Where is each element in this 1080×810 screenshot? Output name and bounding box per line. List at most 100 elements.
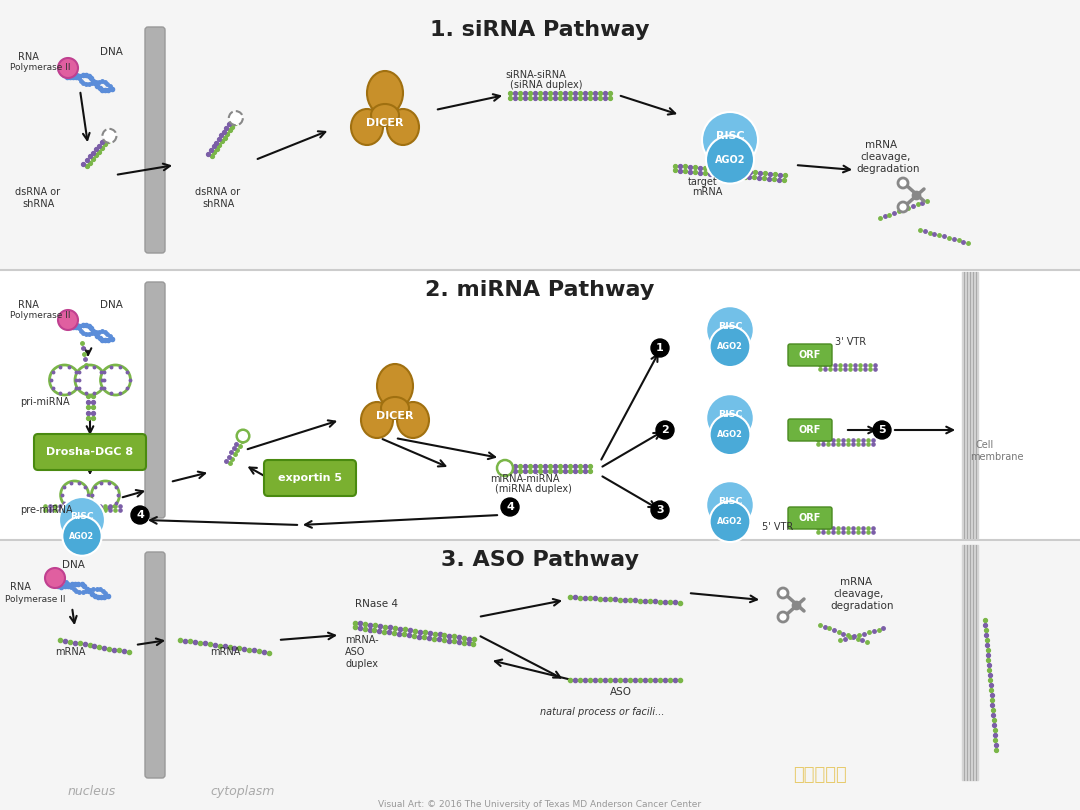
Text: AGO2: AGO2 [715,155,745,164]
Text: RISC: RISC [718,497,742,506]
Text: cleavage,: cleavage, [833,589,883,599]
Circle shape [58,58,78,78]
Text: ORF: ORF [799,513,821,523]
Text: DNA: DNA [100,300,123,310]
Ellipse shape [351,109,383,145]
Text: 5: 5 [878,425,886,435]
Text: cleavage,: cleavage, [860,152,910,162]
Circle shape [710,326,751,367]
Ellipse shape [377,364,413,408]
Text: 3. ASO Pathway: 3. ASO Pathway [441,550,639,570]
Circle shape [45,568,65,588]
Text: Cell: Cell [975,440,994,450]
Circle shape [706,306,754,354]
Text: siRNA-siRNA: siRNA-siRNA [505,70,566,80]
Circle shape [237,430,249,442]
Circle shape [60,481,89,509]
Text: 4: 4 [507,502,514,512]
Text: ASO: ASO [345,647,365,657]
Ellipse shape [397,402,429,438]
Text: RNA: RNA [10,582,31,592]
Text: DNA: DNA [62,560,85,570]
Text: 3' VTR: 3' VTR [835,337,866,347]
Text: ORF: ORF [799,350,821,360]
Circle shape [656,421,674,439]
Circle shape [702,112,758,168]
Circle shape [100,365,131,395]
Text: AGO2: AGO2 [69,531,95,540]
Text: 5' VTR: 5' VTR [762,522,793,532]
FancyBboxPatch shape [788,507,832,529]
Text: pre-miRNA: pre-miRNA [21,505,72,515]
Text: (miRNA duplex): (miRNA duplex) [495,484,572,494]
Text: AGO2: AGO2 [717,517,743,526]
Circle shape [897,202,908,212]
FancyBboxPatch shape [145,27,165,253]
Text: dsRNA or: dsRNA or [15,187,60,197]
Circle shape [873,421,891,439]
Ellipse shape [381,397,409,419]
Ellipse shape [361,402,393,438]
Text: DNA: DNA [100,47,123,57]
Text: RISC: RISC [718,322,742,331]
Circle shape [710,501,751,542]
Text: exportin 5: exportin 5 [278,473,342,483]
Ellipse shape [372,104,399,126]
Text: DICER: DICER [376,411,414,421]
Text: duplex: duplex [345,659,378,669]
Circle shape [897,178,908,188]
Text: Polymerase II: Polymerase II [10,63,70,72]
Circle shape [651,501,669,519]
Circle shape [75,365,105,395]
Text: AGO2: AGO2 [717,430,743,439]
Text: 凯莱英约咖: 凯莱英约咖 [793,766,847,784]
FancyBboxPatch shape [145,552,165,778]
Text: Polymerase II: Polymerase II [5,595,66,604]
Circle shape [706,394,754,441]
Text: pri-miRNA: pri-miRNA [21,397,69,407]
Text: Visual Art: © 2016 The University of Texas MD Anderson Cancer Center: Visual Art: © 2016 The University of Tex… [378,800,702,809]
Text: (siRNA duplex): (siRNA duplex) [510,80,582,90]
Text: miRNA-miRNA: miRNA-miRNA [490,474,559,484]
FancyBboxPatch shape [33,434,146,470]
Circle shape [778,588,788,598]
Circle shape [131,506,149,524]
Text: dsRNA or: dsRNA or [195,187,240,197]
Text: ORF: ORF [799,425,821,435]
Text: shRNA: shRNA [22,199,54,209]
Circle shape [706,481,754,529]
Text: RNA: RNA [18,52,39,62]
Text: mRNA: mRNA [865,140,897,150]
Text: RISC: RISC [70,512,94,521]
Text: mRNA: mRNA [55,647,85,657]
Text: target: target [688,177,718,187]
Text: RISC: RISC [718,410,742,419]
FancyBboxPatch shape [264,460,356,496]
Text: RNase 4: RNase 4 [355,599,399,609]
Text: mRNA: mRNA [840,577,873,587]
Text: 3: 3 [657,505,664,515]
Text: degradation: degradation [831,601,893,611]
Text: mRNA-: mRNA- [345,635,379,645]
Circle shape [50,365,80,395]
Circle shape [778,612,788,622]
Text: 1: 1 [657,343,664,353]
Ellipse shape [387,109,419,145]
Text: mRNA: mRNA [692,187,723,197]
Text: RISC: RISC [716,131,744,141]
Text: RNA: RNA [18,300,39,310]
FancyBboxPatch shape [788,344,832,366]
Text: DICER: DICER [366,118,404,128]
Text: nucleus: nucleus [68,785,117,798]
Circle shape [103,129,117,143]
Circle shape [58,310,78,330]
Circle shape [651,339,669,357]
Circle shape [92,481,120,509]
Circle shape [501,498,519,516]
Circle shape [710,414,751,455]
FancyBboxPatch shape [788,419,832,441]
Circle shape [229,111,243,125]
Text: cytoplasm: cytoplasm [210,785,274,798]
Ellipse shape [367,71,403,115]
Text: AGO2: AGO2 [717,342,743,352]
